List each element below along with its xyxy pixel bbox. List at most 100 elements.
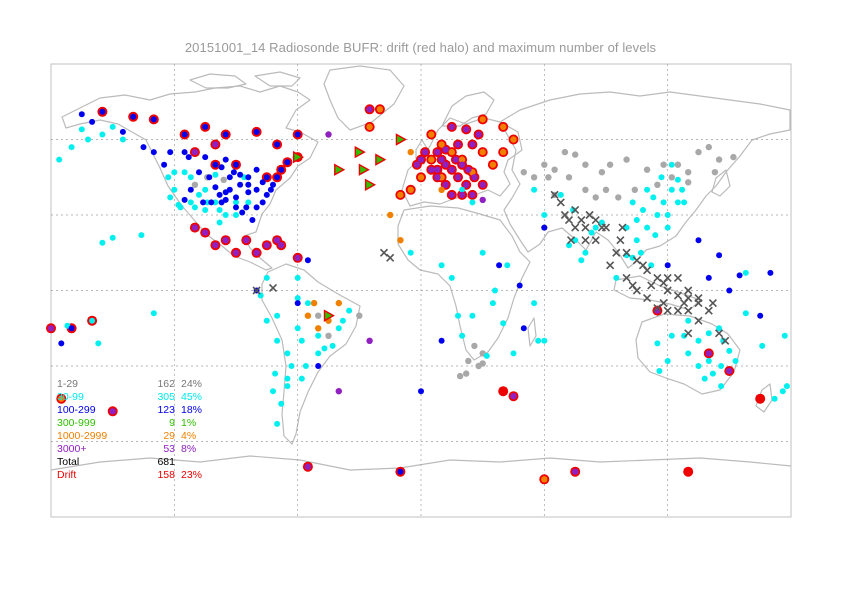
station-30-99-levels <box>99 239 106 246</box>
station-30-99-levels <box>535 337 542 344</box>
station-30-99-levels <box>483 352 490 359</box>
station-100-299-levels <box>233 204 239 211</box>
station-100-299-levels <box>58 340 65 347</box>
station-3000-plus-levels <box>463 126 470 133</box>
station-1-29-levels <box>654 181 661 188</box>
station-1000-2999-levels <box>479 148 486 156</box>
station-30-99-levels <box>644 186 651 193</box>
station-30-99-levels <box>578 257 585 264</box>
north-america-outline <box>61 85 319 271</box>
station-30-99-levels <box>335 325 342 332</box>
station-1-29-levels <box>631 186 638 193</box>
legend-percent: 8% <box>181 443 197 455</box>
cross-marker <box>684 306 693 315</box>
station-3000-plus-levels <box>191 148 199 156</box>
station-3000-plus-levels <box>417 156 425 163</box>
station-30-99-levels <box>479 249 486 256</box>
cross-marker <box>647 281 656 290</box>
cross-marker <box>663 306 672 315</box>
station-100-299-levels <box>150 149 157 156</box>
station-30-99-levels <box>681 332 688 339</box>
station-1000-2999-levels <box>428 131 435 138</box>
station-1-29-levels <box>191 181 199 188</box>
station-100-299-levels <box>418 388 424 395</box>
station-30-99-levels <box>99 131 106 138</box>
legend-count: 29 <box>163 430 175 442</box>
station-100-299-levels <box>212 161 219 168</box>
station-30-99-levels <box>346 307 353 314</box>
station-30-99-levels <box>531 300 538 307</box>
station-3000-plus-levels <box>109 408 116 415</box>
europe-outline <box>401 117 523 207</box>
station-1-29-levels <box>471 342 478 350</box>
station-1-29-levels <box>730 153 737 161</box>
station-100-299-levels <box>253 204 260 211</box>
station-100-299-levels <box>202 154 209 161</box>
station-3000-plus-levels <box>191 224 199 231</box>
station-30-99-levels <box>272 370 279 377</box>
station-100-299-levels <box>202 123 209 130</box>
station-3000-plus-levels <box>421 148 429 156</box>
station-1-29-levels <box>551 166 558 173</box>
station-3000-plus-levels <box>273 237 281 244</box>
station-30-99-levels <box>448 274 455 281</box>
station-1-29-levels <box>685 169 692 176</box>
station-30-99-levels <box>288 363 295 369</box>
cross-marker <box>694 316 703 325</box>
station-1-29-levels <box>615 194 622 201</box>
station-3000-plus-levels <box>253 249 260 256</box>
station-1000-2999-levels <box>428 156 435 163</box>
station-30-99-levels <box>438 262 445 269</box>
station-30-99-levels <box>695 363 702 369</box>
station-1-29-levels <box>541 161 548 168</box>
station-1-29-levels <box>606 161 614 168</box>
cross-marker <box>622 273 631 282</box>
station-3000-plus-levels <box>475 131 482 138</box>
station-30-99-levels <box>233 199 239 206</box>
legend-percent: 24% <box>181 378 203 390</box>
station-30-99-levels <box>56 156 63 163</box>
station-3000-plus-levels <box>469 141 476 148</box>
station-1-29-levels <box>545 174 552 181</box>
station-30-99-levels <box>187 174 194 181</box>
station-1-29-levels <box>602 186 610 193</box>
station-30-99-levels <box>171 186 178 193</box>
cross-marker <box>663 273 672 282</box>
station-100-299-levels <box>216 191 223 198</box>
station-3000-plus-levels <box>202 229 209 236</box>
cross-marker <box>571 205 580 215</box>
station-100-299-levels <box>249 217 256 223</box>
station-30-99-levels <box>181 169 188 176</box>
cross-marker <box>571 223 580 232</box>
station-30-99-levels <box>274 312 281 319</box>
station-1-29-levels <box>711 169 719 176</box>
station-100-299-levels <box>267 186 274 193</box>
station-30-99-levels <box>629 199 636 206</box>
station-100-299-levels <box>78 111 85 118</box>
station-30-99-levels <box>284 383 291 390</box>
station-30-99-levels <box>202 207 209 213</box>
station-1000-2999-levels <box>489 161 497 168</box>
station-1-29-levels <box>695 148 702 156</box>
legend-count: 9 <box>169 417 175 429</box>
station-3000-plus-levels <box>469 191 476 199</box>
station-100-299-levels <box>237 171 244 178</box>
station-30-99-levels <box>455 312 461 319</box>
station-1-29-levels <box>582 186 589 193</box>
station-3000-plus-levels <box>448 166 455 173</box>
drift-triangle-marker <box>292 150 305 164</box>
station-1-29-levels <box>685 179 692 186</box>
station-30-99-levels <box>541 212 548 218</box>
station-1-29-levels <box>356 312 363 319</box>
station-3000-plus-levels <box>458 161 466 168</box>
station-1000-2999-levels <box>510 136 517 143</box>
arctic-islands-outline <box>189 71 301 89</box>
station-100-299-levels <box>99 108 106 115</box>
station-30-99-levels <box>759 342 766 349</box>
cross-marker <box>585 210 594 220</box>
station-30-99-levels <box>629 254 636 261</box>
station-30-99-levels <box>771 395 778 402</box>
cross-marker <box>673 291 683 300</box>
station-100-299-levels <box>230 169 237 176</box>
station-100-299-levels <box>161 161 168 168</box>
